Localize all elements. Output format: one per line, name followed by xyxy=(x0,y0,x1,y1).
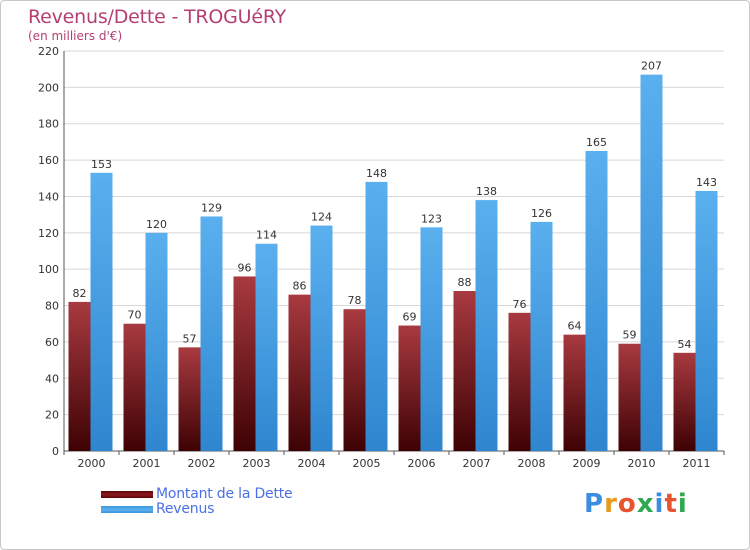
bar-debt xyxy=(288,294,311,451)
bar-revenue xyxy=(310,225,333,451)
logo-letter: o xyxy=(617,489,637,519)
bar-debt xyxy=(508,312,531,451)
bar-revenue xyxy=(640,74,663,452)
legend-label-debt: Montant de la Dette xyxy=(156,486,293,502)
data-label-debt: 86 xyxy=(293,280,307,293)
x-tick-label: 2011 xyxy=(683,457,711,470)
bar-debt xyxy=(123,323,146,451)
bar-debt xyxy=(453,291,476,451)
x-tick-label: 2001 xyxy=(133,457,161,470)
x-tick-label: 2008 xyxy=(518,457,546,470)
legend-label-revenue: Revenus xyxy=(156,501,215,517)
y-tick-label: 180 xyxy=(38,118,59,131)
data-label-revenue: 143 xyxy=(696,176,717,189)
y-tick-label: 160 xyxy=(38,154,59,167)
bar-revenue xyxy=(145,232,168,451)
data-label-revenue: 123 xyxy=(421,212,442,225)
bar-debt xyxy=(233,276,256,451)
data-label-debt: 88 xyxy=(458,276,472,289)
data-label-debt: 54 xyxy=(678,338,692,351)
bar-revenue xyxy=(475,200,498,451)
data-label-debt: 82 xyxy=(73,287,87,300)
legend-swatch-debt xyxy=(101,491,153,498)
chart-title: Revenus/Dette - TROGUéRY xyxy=(28,6,287,28)
bar-revenue xyxy=(255,243,278,451)
y-tick-label: 80 xyxy=(45,300,59,313)
logo-letter: r xyxy=(604,489,618,519)
data-label-revenue: 148 xyxy=(366,167,387,180)
data-label-revenue: 138 xyxy=(476,185,497,198)
data-label-revenue: 165 xyxy=(586,136,607,149)
x-tick-label: 2009 xyxy=(573,457,601,470)
y-tick-label: 140 xyxy=(38,190,59,203)
bar-revenue xyxy=(200,216,223,451)
data-label-revenue: 129 xyxy=(201,201,222,214)
y-tick-label: 200 xyxy=(38,81,59,94)
bar-debt xyxy=(398,325,421,451)
bar-revenue xyxy=(90,172,113,451)
logo-letter: x xyxy=(636,489,655,519)
data-label-debt: 70 xyxy=(128,309,142,322)
x-tick-label: 2004 xyxy=(298,457,326,470)
chart-subtitle: (en milliers d'€) xyxy=(28,29,123,43)
data-label-revenue: 207 xyxy=(641,60,662,73)
y-tick-label: 120 xyxy=(38,227,59,240)
bar-revenue xyxy=(530,221,553,451)
data-label-revenue: 120 xyxy=(146,218,167,231)
y-tick-label: 20 xyxy=(45,409,59,422)
y-tick-label: 220 xyxy=(38,45,59,58)
logo-letter: t xyxy=(664,489,678,519)
data-label-debt: 59 xyxy=(623,329,637,342)
data-label-revenue: 114 xyxy=(256,229,277,242)
data-label-revenue: 126 xyxy=(531,207,552,220)
data-label-debt: 69 xyxy=(403,311,417,324)
data-label-revenue: 153 xyxy=(91,158,112,171)
logo-letter: i xyxy=(654,489,665,519)
bar-debt xyxy=(178,347,201,451)
bar-debt xyxy=(343,309,366,451)
x-tick-label: 2000 xyxy=(78,457,106,470)
x-tick-label: 2003 xyxy=(243,457,271,470)
y-tick-label: 100 xyxy=(38,263,59,276)
bar-debt xyxy=(673,352,696,451)
legend-swatch-revenue xyxy=(101,506,153,513)
x-tick-label: 2010 xyxy=(628,457,656,470)
data-label-debt: 76 xyxy=(513,298,527,311)
x-tick-label: 2005 xyxy=(353,457,381,470)
data-label-debt: 96 xyxy=(238,261,252,274)
x-tick-label: 2002 xyxy=(188,457,216,470)
x-tick-label: 2006 xyxy=(408,457,436,470)
y-tick-label: 60 xyxy=(45,336,59,349)
bar-revenue xyxy=(585,151,608,451)
x-tick-label: 2007 xyxy=(463,457,491,470)
bar-revenue xyxy=(695,191,718,451)
bar-debt xyxy=(68,301,91,451)
logo-letter: i xyxy=(677,489,688,519)
bar-debt xyxy=(618,343,641,451)
proxiti-logo: Proxiti xyxy=(584,489,688,519)
data-label-debt: 57 xyxy=(183,332,197,345)
data-label-debt: 64 xyxy=(568,320,582,333)
data-label-revenue: 124 xyxy=(311,211,332,224)
data-label-debt: 78 xyxy=(348,294,362,307)
y-tick-label: 40 xyxy=(45,372,59,385)
bar-revenue xyxy=(420,227,443,451)
bar-revenue xyxy=(365,181,388,451)
y-tick-label: 0 xyxy=(52,445,59,458)
logo-letter: P xyxy=(584,489,605,519)
bar-debt xyxy=(563,334,586,451)
